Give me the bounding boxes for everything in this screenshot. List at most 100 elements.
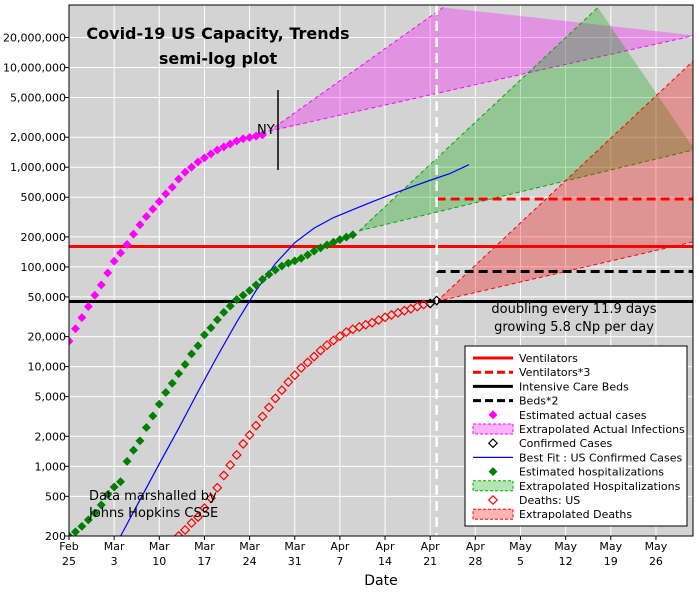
data-point: [238, 290, 248, 300]
data-point: [135, 220, 145, 230]
y-tick-label: 2,000,000: [10, 131, 66, 144]
extrapolation-lower-line: [359, 149, 693, 232]
data-point: [309, 246, 319, 256]
data-point: [193, 341, 203, 351]
legend-box: [464, 345, 688, 527]
x-tick-label-day: 26: [649, 555, 663, 568]
legend-label: Ventilators*3: [519, 366, 590, 379]
data-point: [103, 268, 113, 278]
data-point: [116, 248, 126, 258]
legend-label: Beds*2: [519, 395, 559, 408]
x-tick-label-month: Apr: [330, 540, 350, 553]
extrapolation-regions: [268, 7, 693, 302]
x-tick-label-day: 28: [468, 555, 482, 568]
data-point: [161, 387, 171, 398]
x-tick-label-month: Apr: [376, 540, 396, 553]
x-tick-label-day: 5: [517, 555, 524, 568]
data-point: [309, 351, 320, 362]
x-tick-label-month: Mar: [104, 540, 125, 553]
ny-label: NY: [257, 123, 275, 138]
data-point: [283, 258, 293, 268]
x-tick-label-month: Mar: [149, 540, 170, 553]
source-annotation-line2: Johns Hopkins CSSE: [88, 506, 218, 521]
y-tick-label: 5,000: [35, 391, 67, 404]
x-tick-label-day: 7: [336, 555, 343, 568]
x-tick-label-day: 25: [62, 555, 76, 568]
data-point: [232, 295, 242, 305]
x-tick-label-day: 12: [559, 555, 573, 568]
extrapolation-upper-line: [358, 7, 599, 232]
best-fit-line: [120, 164, 470, 536]
chart-title: Covid-19 US Capacity, Trends: [86, 24, 349, 43]
legend-label: Estimated hospitalizations: [519, 466, 664, 479]
data-point: [341, 327, 352, 338]
data-point: [277, 261, 287, 271]
legend-label: Deaths: US: [519, 494, 580, 507]
data-point: [90, 508, 100, 518]
data-point: [296, 253, 306, 263]
data-point: [303, 250, 313, 260]
x-tick-label-month: Apr: [421, 540, 441, 553]
y-tick-label: 10,000: [28, 361, 67, 374]
data-point: [69, 531, 74, 536]
extrapolation-upper-line: [268, 7, 444, 132]
x-tick-label-day: 21: [423, 555, 437, 568]
legend-swatch: [487, 494, 499, 506]
data-point: [257, 274, 268, 284]
data-point: [174, 174, 184, 184]
data-point: [77, 313, 87, 323]
data-point: [77, 521, 87, 531]
y-tick-label: 500,000: [21, 191, 67, 204]
data-point: [83, 515, 93, 525]
capacity-lines: [69, 5, 693, 536]
data-point: [328, 237, 339, 247]
data-point: [199, 503, 210, 514]
data-point: [219, 307, 229, 317]
data-point: [315, 243, 326, 253]
x-tick-label-day: 17: [197, 555, 211, 568]
axes: Feb 25 Mar 3 Mar 10 Mar 17 Mar 24 Mar 31 Apr 7 Apr 14 Ap…: [3, 32, 668, 569]
data-point: [244, 429, 255, 441]
data-point: [128, 445, 139, 455]
data-point: [83, 302, 93, 312]
data-point: [341, 232, 351, 242]
data-point: [192, 511, 204, 523]
data-point: [212, 145, 222, 155]
data-point: [122, 239, 132, 250]
data-point: [283, 377, 294, 388]
legend-label: Confirmed Cases: [519, 437, 613, 450]
legend-label: Ventilators: [519, 352, 578, 365]
data-point: [225, 301, 235, 311]
legend-label: Extrapolated Hospitalizations: [519, 480, 681, 493]
data-point: [296, 362, 307, 373]
data-point: [219, 142, 229, 152]
data-point: [206, 149, 216, 159]
data-point: [232, 136, 242, 146]
data-point: [116, 477, 126, 487]
chart-subtitle: semi-log plot: [159, 49, 278, 68]
data-point: [70, 324, 81, 334]
y-tick-label: 2,000: [35, 430, 67, 443]
y-tick-label: 100,000: [21, 261, 67, 274]
data-point: [122, 456, 132, 466]
x-tick-label-month: Mar: [194, 540, 215, 553]
data-point: [167, 182, 177, 192]
x-tick-label-day: 14: [378, 555, 392, 568]
data-point: [70, 527, 81, 536]
extrapolation-upper-line: [436, 60, 693, 302]
data-point: [264, 269, 274, 280]
extrapolation-region: [359, 7, 693, 231]
data-point: [257, 130, 268, 140]
legend-label: Intensive Care Beds: [519, 380, 629, 393]
data-point: [206, 323, 216, 333]
x-tick-label-day: 24: [243, 555, 257, 568]
data-point: [199, 153, 210, 163]
x-tick-label-month: Mar: [284, 540, 305, 553]
data-point: [141, 211, 151, 222]
y-tick-label: 1,000,000: [10, 161, 66, 174]
plot-frame: [68, 4, 694, 537]
data-point: [109, 482, 119, 492]
data-point: [96, 500, 106, 510]
data-point: [321, 340, 333, 351]
